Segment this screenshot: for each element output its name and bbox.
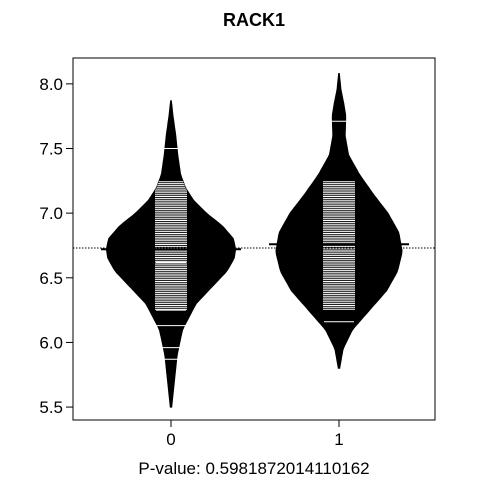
y-tick-label-5: 8.0	[39, 75, 63, 94]
y-tick-label-3: 7.0	[39, 204, 63, 223]
y-tick-label-2: 6.5	[39, 269, 63, 288]
x-tick-label-1: 1	[334, 430, 343, 449]
x-tick-label-0: 0	[166, 430, 175, 449]
chart-title: RACK1	[223, 10, 285, 30]
y-tick-label-0: 5.5	[39, 398, 63, 417]
plot-area	[73, 73, 435, 408]
plot-frame	[72, 57, 436, 421]
y-tick-label-4: 7.5	[39, 140, 63, 159]
y-tick-label-1: 6.0	[39, 333, 63, 352]
y-axis: 5.5 6.0 6.5 7.0 7.5 8.0	[39, 75, 73, 417]
x-axis-label: P-value: 0.5981872014110162	[138, 459, 369, 478]
